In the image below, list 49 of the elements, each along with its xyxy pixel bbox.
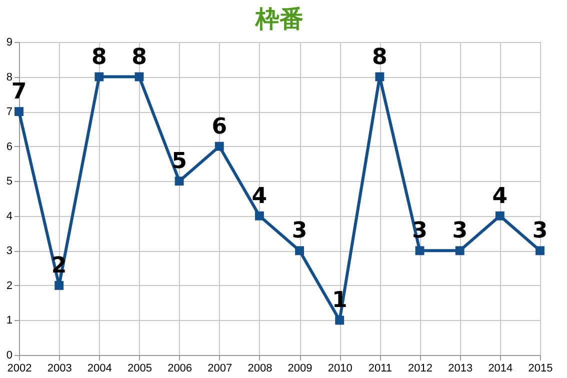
- point: [335, 316, 344, 325]
- data-label: 6: [212, 114, 228, 140]
- y-tick-label: 1: [6, 314, 12, 327]
- data-label: 8: [132, 44, 147, 70]
- x-tick-label: 2007: [208, 362, 232, 374]
- y-tick-label: 9: [6, 36, 12, 48]
- x-tick-label: 2005: [127, 362, 152, 374]
- data-label: 4: [492, 184, 508, 209]
- y-tick-label: 3: [6, 245, 12, 258]
- point: [254, 211, 264, 220]
- y-tick-label: 8: [6, 71, 12, 84]
- y-tick-label: 2: [6, 280, 12, 292]
- point: [495, 211, 504, 220]
- data-label: 3: [292, 218, 308, 244]
- x-tick-label: 2014: [488, 362, 513, 374]
- point: [14, 107, 24, 116]
- data-label: 8: [92, 44, 107, 70]
- point: [415, 246, 424, 256]
- x-tick-label: 2004: [87, 362, 112, 374]
- y-tick-label: 5: [6, 176, 12, 188]
- data-label: 4: [252, 184, 268, 209]
- data-label: 8: [372, 44, 388, 70]
- data-label: 3: [452, 218, 468, 244]
- point: [94, 72, 104, 82]
- point: [54, 280, 64, 290]
- x-tick-label: 2010: [328, 362, 352, 374]
- x-tick-label: 2015: [528, 362, 553, 374]
- x-tick-label: 2008: [248, 362, 272, 374]
- x-tick-label: 2003: [47, 362, 72, 374]
- data-label: 3: [532, 218, 548, 244]
- point: [536, 246, 544, 256]
- point: [295, 246, 304, 256]
- point: [174, 176, 184, 186]
- y-tick-label: 7: [6, 106, 12, 118]
- point: [134, 72, 144, 82]
- x-tick-label: 2012: [408, 362, 433, 374]
- point: [455, 246, 464, 256]
- x-tick-label: 2011: [368, 362, 392, 374]
- point: [214, 142, 224, 151]
- x-tick-label: 2002: [7, 362, 32, 374]
- x-tick-label: 2009: [288, 362, 312, 374]
- x-tick-label: 2013: [448, 362, 473, 374]
- x-tick-label: 2006: [168, 362, 192, 374]
- y-tick-label: 0: [6, 350, 12, 362]
- chart-title: 枠番: [254, 6, 304, 33]
- y-tick-label: 6: [6, 140, 12, 153]
- point: [375, 72, 384, 82]
- y-tick-label: 4: [6, 210, 12, 222]
- data-label: 5: [172, 149, 187, 174]
